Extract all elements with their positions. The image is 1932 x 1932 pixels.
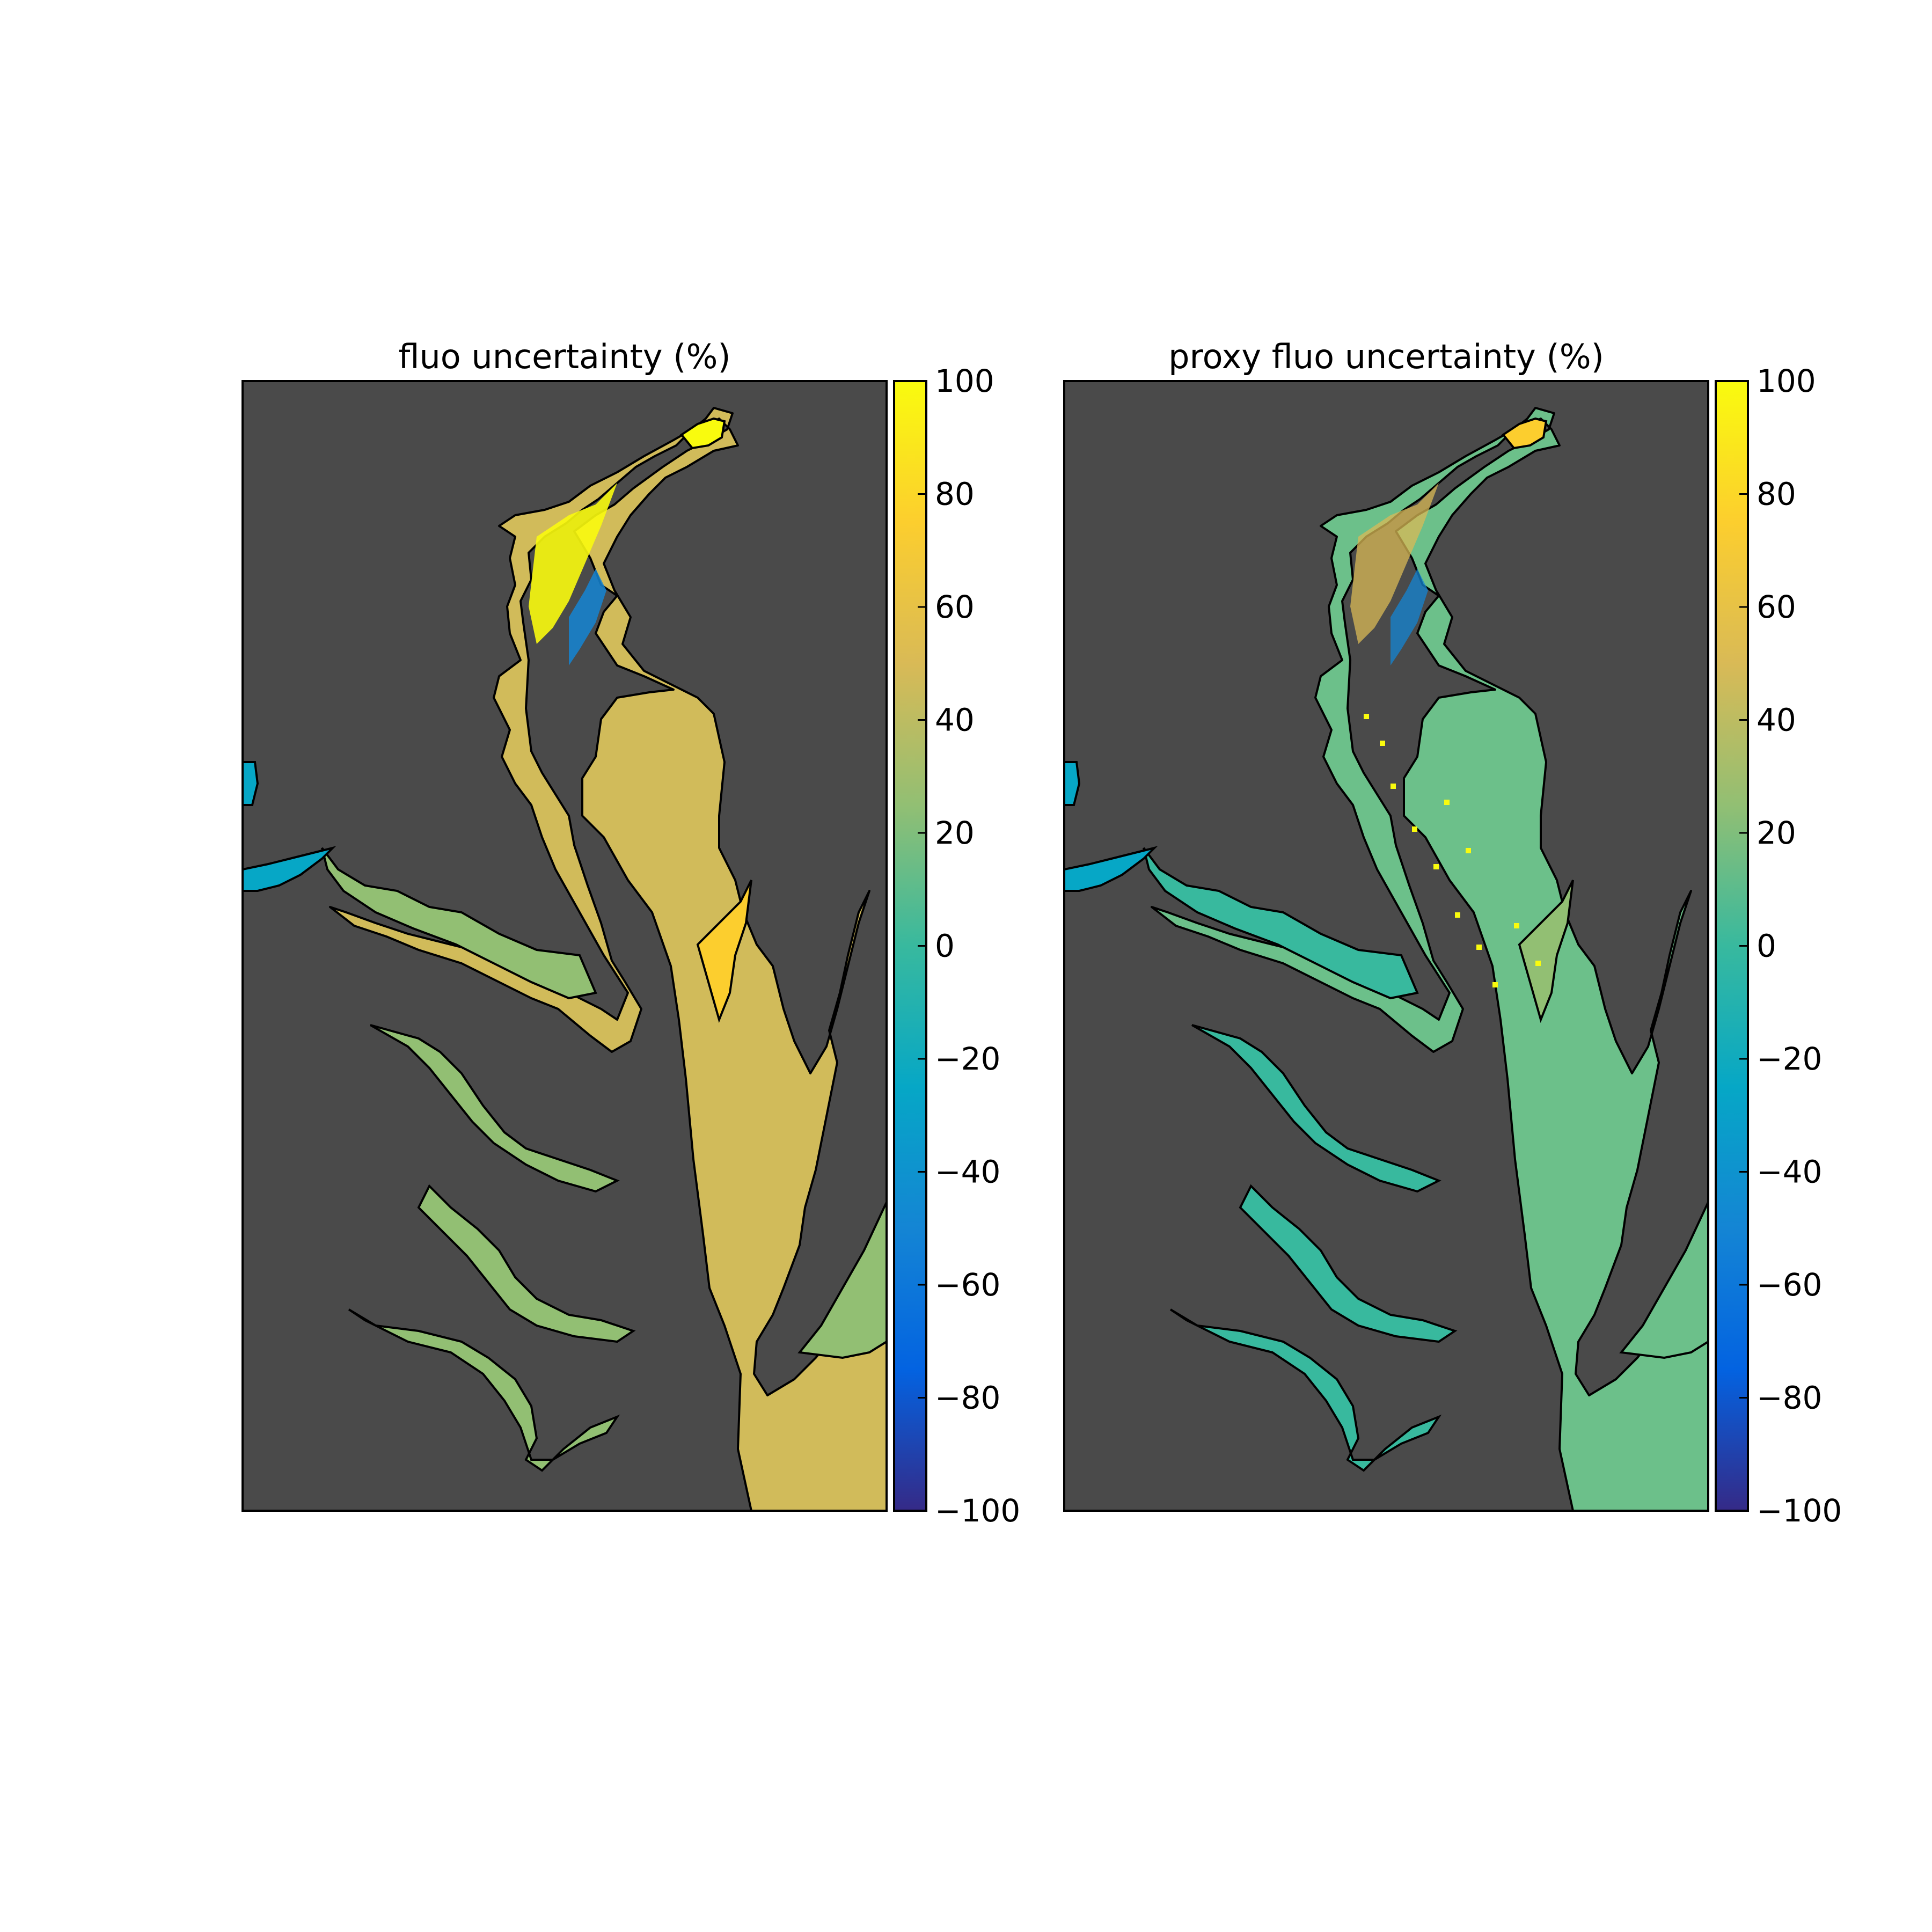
right-map-speckles — [1364, 714, 1541, 987]
left-colorbar-tick-label: 60 — [935, 589, 975, 625]
right-colorbar-tick-labels: 100 80 60 40 20 0 −20 −40 −60 −80 −100 — [1757, 363, 1842, 1529]
speckle — [1535, 961, 1541, 966]
right-map-top-arm — [1502, 417, 1548, 450]
left-colorbar-tick-label: −40 — [935, 1154, 1000, 1190]
speckle — [1455, 912, 1460, 918]
right-map-ocean — [1619, 1202, 1708, 1359]
right-map-frame — [1063, 380, 1709, 1512]
right-colorbar-tick-label: −40 — [1757, 1154, 1822, 1190]
speckle — [1364, 714, 1369, 719]
left-colorbar-tick-label: 100 — [935, 363, 994, 399]
speckle — [1514, 923, 1519, 928]
right-colorbar: 100 80 60 40 20 0 −20 −40 −60 −80 −100 — [1715, 363, 1842, 1529]
left-map-upper-river — [243, 846, 336, 892]
left-map-frame — [241, 380, 888, 1512]
left-colorbar-tick-labels: 100 80 60 40 20 0 −20 −40 −60 −80 −100 — [935, 363, 1020, 1529]
left-map-upper-west-inlet — [243, 761, 259, 806]
left-map-panel: fluo uncertainty (%) — [241, 337, 1020, 1529]
right-colorbar-tick-label: 100 — [1757, 363, 1816, 399]
right-map-upper-west-inlet — [1064, 761, 1081, 806]
left-map-eastern-bay — [696, 880, 752, 1023]
left-colorbar-tick-label: −100 — [935, 1492, 1020, 1529]
left-map-tributary-4 — [348, 1308, 620, 1472]
right-colorbar-tick-label: −20 — [1757, 1041, 1822, 1077]
right-colorbar-tick-label: 0 — [1757, 928, 1776, 964]
right-map-eastern-bay — [1518, 880, 1574, 1023]
right-colorbar-tick-label: 80 — [1757, 476, 1796, 513]
left-map-ocean — [797, 1202, 887, 1359]
left-map-tributary-3 — [417, 1184, 636, 1343]
right-colorbar-tick-label: 40 — [1757, 702, 1796, 738]
right-colorbar-tick-label: −60 — [1757, 1267, 1822, 1303]
right-map-tributary-2 — [1191, 1024, 1441, 1193]
left-map-top-arm — [680, 417, 726, 450]
left-map-upper-fringe — [529, 483, 617, 644]
right-map-panel: proxy fluo uncertainty (%) — [1063, 337, 1842, 1529]
left-map-tributary-1 — [321, 847, 597, 1000]
left-colorbar-tick-label: 80 — [935, 476, 975, 513]
left-colorbar-tick-label: −80 — [935, 1380, 1000, 1416]
right-map-upper-fringe — [1350, 483, 1439, 644]
right-colorbar-tick-label: 60 — [1757, 589, 1796, 625]
speckle — [1466, 848, 1471, 853]
right-map-upper-river — [1064, 846, 1158, 892]
left-colorbar-tick-label: 40 — [935, 702, 975, 738]
speckle — [1391, 784, 1396, 789]
right-colorbar-tick-label: 20 — [1757, 815, 1796, 851]
right-map-tributary-1 — [1143, 847, 1419, 1000]
left-colorbar-tick-label: −20 — [935, 1041, 1000, 1077]
left-map-upper-fringe-blue — [569, 569, 606, 665]
speckle — [1380, 741, 1385, 746]
left-colorbar-gradient — [893, 380, 927, 1512]
right-map-tributary-4 — [1169, 1308, 1442, 1472]
left-map-tributary-2 — [370, 1024, 620, 1193]
left-colorbar: 100 80 60 40 20 0 −20 −40 −60 −80 −100 — [893, 363, 1020, 1529]
right-colorbar-ticks — [1739, 380, 1748, 1512]
speckle — [1412, 826, 1417, 832]
speckle — [1433, 864, 1439, 869]
speckle — [1476, 945, 1482, 950]
speckle — [1492, 982, 1498, 987]
left-panel-title: fluo uncertainty (%) — [398, 337, 730, 376]
right-colorbar-tick-label: −80 — [1757, 1380, 1822, 1416]
left-colorbar-ticks — [918, 380, 926, 1512]
right-colorbar-tick-label: −100 — [1757, 1492, 1842, 1529]
right-map-upper-fringe-blue — [1391, 569, 1428, 665]
speckle — [1444, 800, 1450, 805]
left-colorbar-tick-label: 20 — [935, 815, 975, 851]
left-colorbar-tick-label: 0 — [935, 928, 955, 964]
left-colorbar-tick-label: −60 — [935, 1267, 1000, 1303]
right-map-tributary-3 — [1239, 1184, 1458, 1343]
right-panel-title: proxy fluo uncertainty (%) — [1168, 337, 1604, 376]
